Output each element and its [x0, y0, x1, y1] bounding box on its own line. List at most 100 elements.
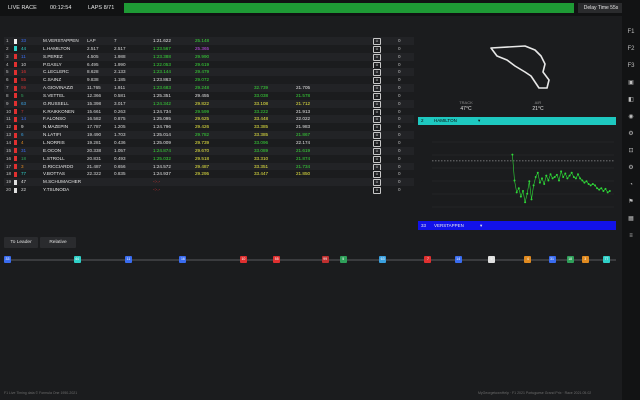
last-lap-cell: 1:25.014 [153, 132, 171, 138]
driver-row[interactable]: 5 16 C.LECLERC 8.628 2.133 1:23.144 29.479 ⊙ 0 [4, 68, 414, 77]
chart-point [562, 176, 565, 178]
F3-icon[interactable]: F3 [627, 63, 635, 69]
timeline-marker[interactable]: 14 [454, 256, 462, 263]
driver-row[interactable]: 3 11 S.PEREZ 4.505 1.988 1:23.388 29.990 ⊙ 0 [4, 52, 414, 61]
driver-row[interactable]: 4 10 P.GASLY 6.495 1.990 1:22.053 29.619 ⊙ 0 [4, 60, 414, 69]
driver-row[interactable]: 20 22 Y.TSUNODA -:-.- ⊙ 0 [4, 186, 414, 195]
settings-icon[interactable]: ⚙ [628, 165, 634, 171]
team-color-strip [14, 46, 17, 52]
compare-a-pos: 2 [421, 118, 424, 123]
timeline-marker[interactable]: 10 [239, 256, 247, 263]
gap-cell: 11.765 [87, 85, 101, 91]
driver-row[interactable]: 11 14 F.ALONSO 16.582 0.875 1:25.095 29.625 33.… [4, 115, 414, 124]
driver-row[interactable]: 10 7 K.RAIKKONEN 15.661 0.263 1:24.734 29.599 3… [4, 107, 414, 116]
image-icon[interactable]: ▣ [628, 80, 634, 86]
timeline-marker[interactable]: 11 [125, 256, 132, 263]
F2-icon[interactable]: F2 [627, 46, 635, 52]
timeline-marker[interactable]: 5 [339, 256, 347, 263]
gear-icon[interactable]: ⚙ [628, 131, 634, 137]
track-map [490, 45, 550, 89]
team-color-strip [14, 187, 17, 193]
sector1-cell: 29.426 [195, 124, 210, 130]
driver-row[interactable]: 19 47 M.SCHUMACHER -:-.- ⊙ 0 [4, 178, 414, 187]
driver-row[interactable]: 16 18 L.STROLL 20.831 0.493 1:25.032 29.518 33.… [4, 154, 414, 163]
chevron-down-icon[interactable]: ▾ [478, 118, 481, 123]
timeline-marker[interactable]: 63 [379, 256, 387, 263]
timeline-marker[interactable]: 18 [566, 256, 574, 263]
interval-cell: 0.581 [114, 92, 126, 98]
timeline-marker[interactable]: 44 [73, 256, 81, 263]
track-status-bar [124, 3, 574, 13]
chart-icon[interactable]: ▦ [628, 216, 634, 222]
position-cell: 3 [6, 53, 9, 59]
timeline-marker[interactable]: 3 [581, 256, 589, 263]
driver-row[interactable]: 14 4 L.NORRIS 19.281 0.436 1:25.009 29.739 33.0… [4, 138, 414, 147]
layers-icon[interactable]: ◧ [628, 97, 634, 103]
driver-row[interactable]: 18 77 V.BOTTAS 22.322 0.835 1:24.937 29.295 33.… [4, 170, 414, 179]
driver-row[interactable]: 6 55 C.SAINZ 9.838 1.185 1:23.863 29.072 ⊙ 0 [4, 76, 414, 85]
chart-point [524, 201, 527, 204]
driver-row[interactable]: 13 6 N.LATIFI 19.490 1.703 1:25.014 29.782 33.3… [4, 131, 414, 140]
chart-point [528, 180, 531, 183]
chart-point [536, 171, 539, 174]
interval-cell: 1.990 [114, 61, 126, 67]
timeline-marker[interactable]: 16 [179, 256, 187, 263]
team-color-strip [14, 164, 17, 169]
driver-row[interactable]: 7 99 A.GIOVINAZZI 11.765 1.911 1:23.683 29.248… [4, 84, 414, 93]
gap-cell: 16.582 [87, 116, 102, 122]
flag-icon[interactable]: ⚑ [628, 199, 634, 205]
timeline-marker[interactable]: 33 [4, 256, 11, 263]
chart-point [564, 172, 567, 175]
driver-row[interactable]: 17 3 D.RICCIARDO 21.487 0.656 1:24.572 29.487 3… [4, 162, 414, 171]
timeline-marker[interactable]: 31 [548, 256, 556, 263]
pit-count-cell: 0 [398, 124, 401, 130]
interval-cell: 0.656 [114, 163, 126, 169]
pit-count-cell: 0 [398, 77, 401, 83]
gap-cell: LAP [87, 38, 96, 43]
chart-point [570, 171, 573, 174]
sector3-cell: 21.578 [296, 92, 311, 98]
driver-row[interactable]: 2 44 L.HAMILTON 2.517 2.517 1:23.567 25.365 ⊙ 0 [4, 44, 414, 53]
timeline-marker[interactable]: 9 [488, 256, 495, 263]
compare-driver-a-bar[interactable]: 2 HAMILTON ▾ [418, 117, 616, 125]
timeline-marker[interactable]: 55 [273, 256, 281, 263]
sector2-cell: 32.739 [254, 85, 269, 91]
driver-row[interactable]: 8 5 S.VETTEL 12.366 0.581 1:25.351 29.455 33.03… [4, 91, 414, 100]
sector3-cell: 21.619 [296, 147, 311, 153]
position-cell: 4 [6, 61, 9, 67]
compare-driver-b-bar[interactable]: 33 VERSTAPPEN ▾ [418, 221, 616, 230]
team-color-strip [14, 69, 17, 75]
driver-row[interactable]: 15 31 E.OCON 20.338 1.057 1:24.874 29.670 33.08… [4, 146, 414, 155]
timeline-marker[interactable]: 7 [424, 256, 432, 263]
timeline-marker[interactable]: 77 [602, 256, 610, 263]
to-leader-button[interactable]: To Leader [4, 237, 38, 248]
chevron-down-icon[interactable]: ▾ [480, 223, 483, 228]
driver-name: V.BOTTAS [43, 171, 65, 177]
car-icon[interactable]: ◉ [628, 114, 634, 120]
right-rail: F1 F2 F3 ▣ ◧ ◉ ⚙ ⊡ ⚙ ◔ ⚑ ▦ ≡ [622, 0, 640, 400]
tyre-compound-icon: ⊙ [373, 124, 381, 132]
delay-time-display[interactable]: Delay Time 55s [578, 3, 624, 13]
chart-point [547, 179, 550, 182]
relative-button[interactable]: Relative [40, 237, 76, 248]
driver-row[interactable]: 12 9 N.MAZEPIN 17.787 1.205 1:24.796 29.426 33.… [4, 123, 414, 132]
position-cell: 20 [6, 187, 12, 193]
chart-point [526, 192, 529, 195]
driver-row[interactable]: 1 33 M.VERSTAPPEN LAP 7 1:21.622 25.148 ⊙ 0 [4, 37, 414, 45]
timeline-marker[interactable]: 99 [321, 256, 329, 263]
tyre-compound-icon: ⊙ [373, 116, 381, 124]
camera-icon[interactable]: ⊡ [628, 148, 634, 154]
broadcast-icon[interactable]: ◔ [629, 182, 633, 188]
list-icon[interactable]: ≡ [629, 233, 633, 239]
sector3-cell: 21.874 [296, 155, 311, 161]
F1-icon[interactable]: F1 [627, 29, 635, 35]
car-number: 63 [21, 100, 27, 106]
pit-count-cell: 0 [398, 45, 401, 51]
driver-row[interactable]: 9 63 G.RUSSELL 15.398 3.017 1:24.342 29.822 33.… [4, 99, 414, 108]
last-lap-cell: 1:23.863 [153, 77, 171, 83]
timeline-marker[interactable]: 4 [524, 256, 532, 263]
car-number: 33 [21, 38, 27, 43]
car-number: 18 [21, 155, 27, 161]
chart-point [553, 176, 556, 178]
sector2-cell: 33.447 [254, 171, 269, 177]
